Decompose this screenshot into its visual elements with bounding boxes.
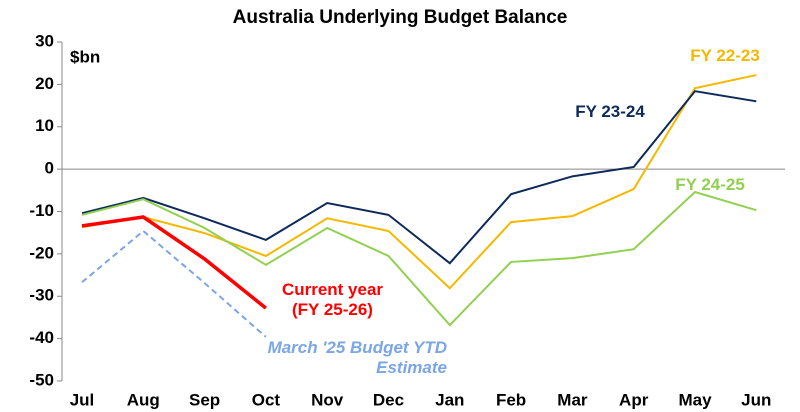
chart-title: Australia Underlying Budget Balance	[233, 7, 568, 28]
series-label: March '25 Budget YTD Estimate	[267, 338, 447, 377]
x-tick-label: Jul	[70, 390, 95, 409]
x-tick-label: Aug	[127, 390, 160, 409]
y-tick-label: -40	[29, 328, 54, 347]
series-line	[81, 90, 757, 265]
x-tick-label: May	[678, 390, 712, 409]
y-tick-label: -20	[29, 243, 54, 262]
x-tick-label: Apr	[619, 390, 649, 409]
series-label: FY 24-25	[675, 175, 745, 194]
x-tick-label: Jan	[435, 390, 464, 409]
y-tick-label: -10	[29, 201, 54, 220]
y-tick-label: 0	[45, 159, 54, 178]
series-label: FY 23-24	[575, 102, 645, 121]
series-line	[81, 74, 757, 290]
series-line	[81, 229, 267, 338]
series-label: Current year (FY 25-26)	[281, 280, 384, 319]
x-tick-label: Dec	[373, 390, 404, 409]
x-tick-label: Oct	[252, 390, 281, 409]
y-tick-label: 20	[35, 74, 54, 93]
y-tick-label: 30	[35, 31, 54, 50]
y-tick-label: 10	[35, 116, 54, 135]
series-line	[81, 215, 267, 310]
x-tick-label: Feb	[496, 390, 526, 409]
x-tick-label: Nov	[311, 390, 344, 409]
y-tick-label: -30	[29, 286, 54, 305]
x-tick-label: Sep	[189, 390, 220, 409]
x-tick-label: Mar	[557, 390, 588, 409]
unit-label: $bn	[70, 47, 100, 66]
x-tick-label: Jun	[741, 390, 771, 409]
series-line	[81, 190, 757, 327]
series-label: FY 22-23	[690, 46, 760, 65]
y-tick-label: -50	[29, 370, 54, 389]
